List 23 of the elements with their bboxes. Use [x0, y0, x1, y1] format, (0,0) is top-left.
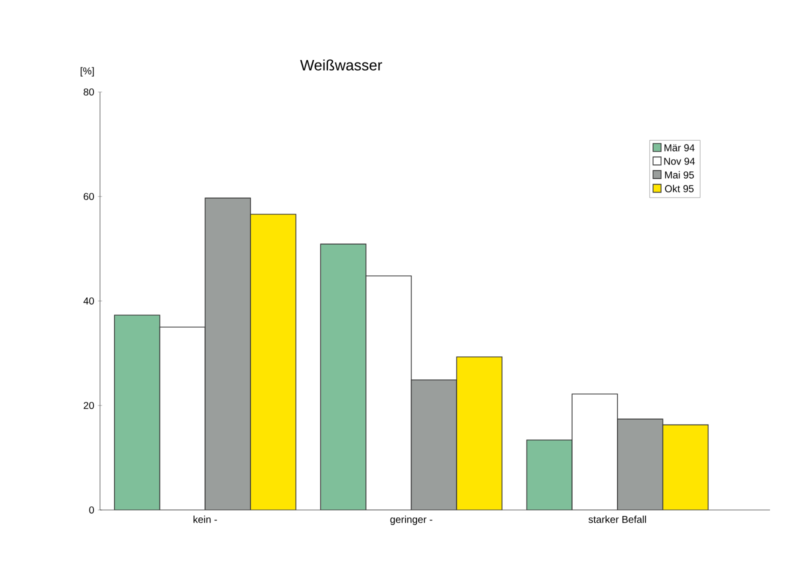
- bar: [320, 244, 366, 510]
- x-tick-label: kein -: [194, 516, 217, 523]
- bar: [410, 379, 458, 510]
- bar: [204, 198, 251, 510]
- x-tick-label: geringer -: [390, 516, 432, 525]
- y-tick-label: 40: [83, 297, 94, 305]
- y-tick-label: 0: [89, 506, 94, 514]
- legend-label: Mai 95: [665, 171, 694, 179]
- y-tick-label: 80: [84, 88, 94, 96]
- chart-title: Weißwasser: [300, 59, 382, 70]
- legend-label: Mär 94: [664, 144, 695, 152]
- y-tick-label: 60: [84, 192, 94, 200]
- bar: [114, 314, 160, 510]
- bar: [617, 418, 664, 510]
- legend-label: Nov 94: [664, 158, 695, 165]
- legend-label: Okt 95: [665, 184, 694, 192]
- y-tick-label: 20: [84, 402, 94, 410]
- bar: [662, 424, 709, 510]
- bar: [456, 356, 502, 510]
- bar: [526, 440, 573, 510]
- x-tick-label: starker Befall: [588, 516, 646, 523]
- y-axis-title: [%]: [80, 67, 94, 76]
- bar: [250, 214, 296, 510]
